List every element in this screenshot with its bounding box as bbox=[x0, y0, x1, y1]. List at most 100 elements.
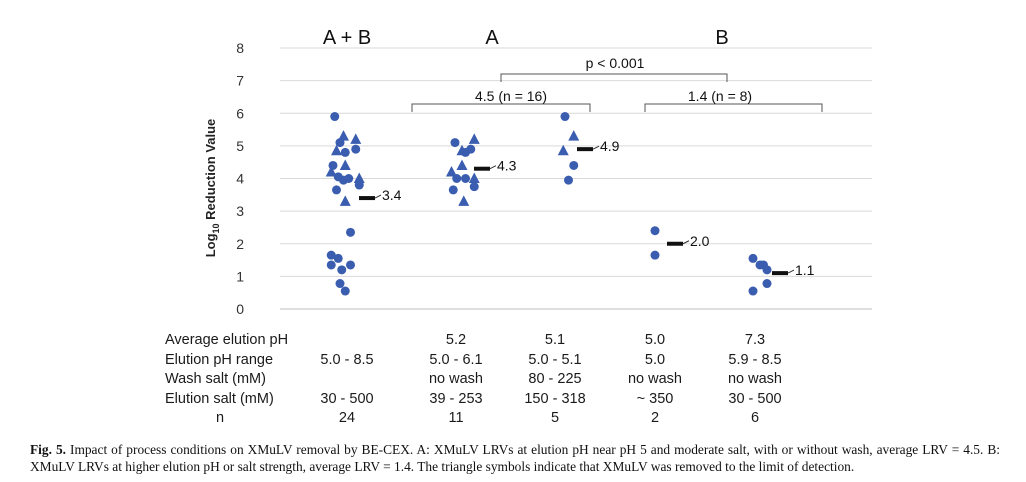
table-cell: ~ 350 bbox=[636, 390, 674, 407]
triangle-point-0-0 bbox=[331, 144, 342, 156]
chart: 0 1 2 3 4 5 6 7 8 Log10 Reduction Value A + B A … bbox=[203, 27, 872, 317]
circle-point-1-0 bbox=[450, 138, 460, 148]
circle-point-4-0 bbox=[748, 253, 758, 263]
triangle-point-1-3 bbox=[456, 159, 468, 170]
table-cell: no wash bbox=[428, 371, 484, 388]
triangle-point-0-5 bbox=[353, 172, 365, 183]
triangle-point-1-4 bbox=[468, 172, 480, 183]
mean-marker-2 bbox=[577, 147, 593, 152]
group-headers: A + B A B bbox=[323, 27, 729, 49]
annotation-a-average: 4.5 (n = 16) bbox=[475, 88, 547, 104]
table-cell: 5.0 - 8.5 bbox=[320, 351, 374, 368]
circle-point-2-2 bbox=[564, 175, 573, 185]
table-cell: 80 - 225 bbox=[528, 371, 582, 388]
table-cell: 5 bbox=[550, 410, 560, 427]
y-tick-labels: 0 1 2 3 4 5 6 7 8 bbox=[236, 40, 244, 317]
circle-point-0-10 bbox=[346, 227, 355, 237]
bracket-p bbox=[500, 73, 728, 82]
circle-point-0-0 bbox=[330, 112, 340, 122]
table-cell: 6 bbox=[750, 410, 760, 427]
y-tick-label-6: 6 bbox=[236, 105, 244, 121]
table-cell: 5.0 - 5.1 bbox=[528, 351, 582, 368]
mean-label-1: 4.3 bbox=[497, 158, 517, 174]
caption-text: Impact of process conditions on XMuLV re… bbox=[30, 442, 1000, 474]
y-tick-label-0: 0 bbox=[236, 301, 244, 317]
bracket-a bbox=[411, 103, 591, 112]
mean-label-3: 2.0 bbox=[690, 233, 710, 249]
triangle-point-0-4 bbox=[325, 165, 337, 177]
circle-point-1-2 bbox=[466, 144, 476, 154]
circle-point-1-6 bbox=[448, 185, 458, 195]
table-cell: 5.9 - 8.5 bbox=[728, 351, 782, 368]
mean-leader-4 bbox=[787, 269, 795, 274]
mean-label-4: 1.1 bbox=[795, 262, 815, 278]
annotation-b-average: 1.4 (n = 8) bbox=[688, 88, 752, 104]
table-row: Average elution pH 5.2 5.1 5.0 7.3 bbox=[0, 332, 1026, 352]
triangle-point-1-5 bbox=[458, 195, 470, 206]
mean-marker-0 bbox=[359, 196, 375, 201]
y-tick-label-5: 5 bbox=[236, 138, 244, 154]
table-cell: 11 bbox=[448, 410, 464, 427]
circle-point-0-2 bbox=[340, 147, 350, 157]
table-cell: 30 - 500 bbox=[728, 390, 782, 407]
y-tick-label-7: 7 bbox=[236, 73, 244, 89]
y-tick-label-3: 3 bbox=[236, 203, 244, 219]
circle-point-0-15 bbox=[337, 265, 347, 275]
circle-point-1-4 bbox=[461, 174, 470, 183]
y-tick-label-8: 8 bbox=[236, 40, 244, 56]
circle-point-0-13 bbox=[326, 260, 336, 270]
table-cell: 5.0 bbox=[644, 351, 666, 368]
circle-point-4-4 bbox=[748, 286, 758, 296]
circle-point-2-0 bbox=[560, 112, 570, 122]
triangle-point-0-3 bbox=[339, 159, 351, 170]
header-b: B bbox=[715, 27, 728, 49]
circle-point-0-3 bbox=[351, 144, 361, 154]
circle-point-0-14 bbox=[346, 260, 355, 270]
circle-point-0-8 bbox=[332, 185, 341, 195]
circle-point-1-5 bbox=[469, 182, 479, 192]
table-row: Wash salt (mM) no wash 80 - 225 no wash no w… bbox=[0, 371, 1026, 391]
y-tick-label-4: 4 bbox=[236, 171, 244, 187]
bracket-b bbox=[644, 103, 823, 112]
circle-point-0-4 bbox=[328, 160, 338, 170]
circle-point-3-1 bbox=[650, 250, 660, 260]
header-a: A bbox=[485, 27, 499, 49]
mean-leader-2 bbox=[592, 145, 600, 150]
y-tick-label-2: 2 bbox=[236, 236, 244, 252]
table-cell: no wash bbox=[627, 371, 683, 388]
table-cell: 5.0 - 6.1 bbox=[429, 351, 483, 368]
annotation-p-value: p < 0.001 bbox=[586, 55, 645, 71]
triangle-point-1-0 bbox=[468, 133, 480, 144]
triangle-point-0-1 bbox=[338, 130, 349, 141]
mean-marker-3 bbox=[667, 241, 683, 246]
triangle-point-0-6 bbox=[339, 195, 351, 206]
mean-markers: 3.4 4.3 4.9 2.0 1.1 bbox=[359, 138, 815, 278]
triangle-point-1-1 bbox=[456, 144, 468, 156]
mean-label-2: 4.9 bbox=[600, 138, 620, 154]
triangle-point-1-2 bbox=[446, 165, 457, 177]
mean-leader-3 bbox=[682, 240, 690, 245]
circle-point-0-16 bbox=[335, 279, 345, 289]
y-tick-label-1: 1 bbox=[236, 268, 244, 284]
table-cell: 30 - 500 bbox=[320, 390, 374, 407]
table-cell: 5.2 bbox=[445, 332, 467, 348]
circle-point-3-0 bbox=[650, 226, 660, 236]
circle-point-0-7 bbox=[344, 174, 354, 183]
circle-point-0-17 bbox=[340, 286, 350, 296]
table-cell: 5.0 bbox=[644, 332, 666, 348]
table-row-label: Elution salt (mM) bbox=[165, 390, 274, 407]
triangle-point-2-1 bbox=[568, 130, 580, 141]
table-cell: 5.1 bbox=[544, 332, 566, 348]
mean-leader-0 bbox=[374, 194, 382, 199]
triangle-point-0-2 bbox=[350, 133, 362, 144]
caption-fig-label: Fig. 5. bbox=[30, 442, 66, 457]
mean-marker-4 bbox=[772, 271, 788, 276]
table-row: Elution pH range 5.0 - 8.5 5.0 - 6.1 5.0 - … bbox=[0, 352, 1026, 372]
table-row-label: Elution pH range bbox=[165, 351, 274, 368]
table-cell: 39 - 253 bbox=[429, 390, 483, 407]
significance-brackets: 4.5 (n = 16) 1.4 (n = 8) p < 0.001 bbox=[411, 55, 823, 112]
circle-point-4-5 bbox=[762, 265, 772, 275]
y-axis-label: Log10 Reduction Value bbox=[203, 119, 221, 258]
data-points bbox=[325, 112, 772, 296]
figure-caption: Fig. 5. Impact of process conditions on … bbox=[30, 441, 1000, 475]
